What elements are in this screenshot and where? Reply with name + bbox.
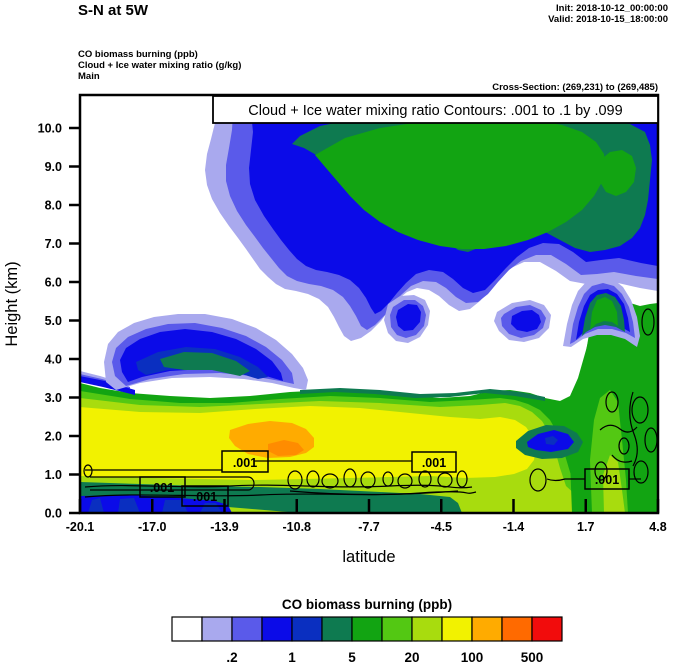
colorbar-tick-label: .2 [226, 650, 237, 665]
legend-field-cloud: Cloud + Ice water mixing ratio (g/kg) [78, 60, 241, 71]
x-tick-label: 1.7 [577, 520, 594, 534]
contour-label-box: .001 [411, 451, 457, 473]
x-axis-ticks [78, 499, 660, 513]
legend-field-domain: Main [78, 71, 100, 82]
filled-contour-field [81, 96, 657, 512]
y-tick-label: 3.0 [45, 391, 62, 405]
x-axis-title: latitude [342, 548, 395, 566]
init-time-label: Init: 2018-10-12_00:00:00 [556, 3, 668, 14]
x-tick-label: 4.8 [649, 520, 666, 534]
y-axis-labels: 0.0 1.0 2.0 3.0 4.0 5.0 6.0 7.0 8.0 9.0 … [3, 122, 62, 521]
y-tick-label: 7.0 [45, 237, 62, 251]
contour-label-box: .001 [221, 450, 269, 473]
y-tick-label: 10.0 [38, 122, 62, 136]
colorbar-tick-label: 5 [348, 650, 356, 665]
colorbar-title: CO biomass burning (ppb) [282, 597, 452, 612]
inner-title-box: Cloud + Ice water mixing ratio Contours:… [212, 95, 659, 124]
y-tick-label: 9.0 [45, 160, 62, 174]
figure-header: S-N at 5W Init: 2018-10-12_00:00:00 Vali… [78, 2, 668, 93]
y-tick-label: 2.0 [45, 430, 62, 444]
x-tick-label: -13.9 [210, 520, 239, 534]
colorbar-cell [261, 616, 293, 642]
colorbar-cell [471, 616, 503, 642]
x-tick-label: -4.5 [430, 520, 452, 534]
y-tick-label: 5.0 [45, 314, 62, 328]
y-axis-ticks [69, 126, 80, 515]
colorbar: CO biomass burning (ppb) .2 1 5 20 100 5… [171, 597, 563, 665]
legend-field-co: CO biomass burning (ppb) [78, 49, 198, 60]
colorbar-tick-label: 1 [288, 650, 296, 665]
y-tick-label: 6.0 [45, 276, 62, 290]
colorbar-cell [531, 616, 563, 642]
contour-label: .001 [150, 481, 174, 495]
x-tick-label: -10.8 [283, 520, 312, 534]
colorbar-cell [231, 616, 263, 642]
x-tick-label: -1.4 [503, 520, 525, 534]
plot-frame [69, 93, 660, 515]
y-tick-label: 0.0 [45, 507, 62, 521]
y-tick-label: 1.0 [45, 468, 62, 482]
colorbar-cell [441, 616, 473, 642]
colorbar-tick-label: 100 [461, 650, 484, 665]
colorbar-cell [411, 616, 443, 642]
contour-label-boxes: .001 .001 .001 .001 .001 [139, 450, 630, 507]
colorbar-cells [171, 616, 563, 642]
colorbar-tick-labels: .2 1 5 20 100 500 [226, 650, 543, 665]
colorbar-cell [501, 616, 533, 642]
cloud-contour-lines [83, 308, 657, 498]
contour-label: .001 [233, 456, 257, 470]
y-tick-label: 8.0 [45, 199, 62, 213]
inner-title: Cloud + Ice water mixing ratio Contours:… [248, 103, 622, 119]
colorbar-cell [321, 616, 353, 642]
cross-section-label: Cross-Section: (269,231) to (269,485) [492, 82, 658, 93]
y-tick-label: 4.0 [45, 353, 62, 367]
contour-label: .001 [422, 456, 446, 470]
x-axis-labels: -20.1 -17.0 -13.9 -10.8 -7.7 -4.5 -1.4 1… [66, 520, 667, 566]
y-axis-title: Height (km) [3, 261, 21, 346]
colorbar-cell [171, 616, 203, 642]
contour-label-box: .001 [584, 468, 630, 490]
x-tick-label: -20.1 [66, 520, 95, 534]
contour-label: .001 [595, 473, 619, 487]
colorbar-cell [201, 616, 233, 642]
x-tick-label: -7.7 [358, 520, 380, 534]
contour-label-box: .001 [139, 476, 186, 498]
page-title: S-N at 5W [78, 2, 149, 19]
colorbar-cell [381, 616, 413, 642]
contour-label: .001 [193, 490, 217, 504]
contour-label-box: .001 [181, 485, 229, 507]
valid-time-label: Valid: 2018-10-15_18:00:00 [548, 14, 668, 25]
colorbar-cell [351, 616, 383, 642]
colorbar-cell [291, 616, 323, 642]
colorbar-tick-label: 500 [521, 650, 544, 665]
colorbar-tick-label: 20 [404, 650, 419, 665]
x-tick-label: -17.0 [138, 520, 167, 534]
